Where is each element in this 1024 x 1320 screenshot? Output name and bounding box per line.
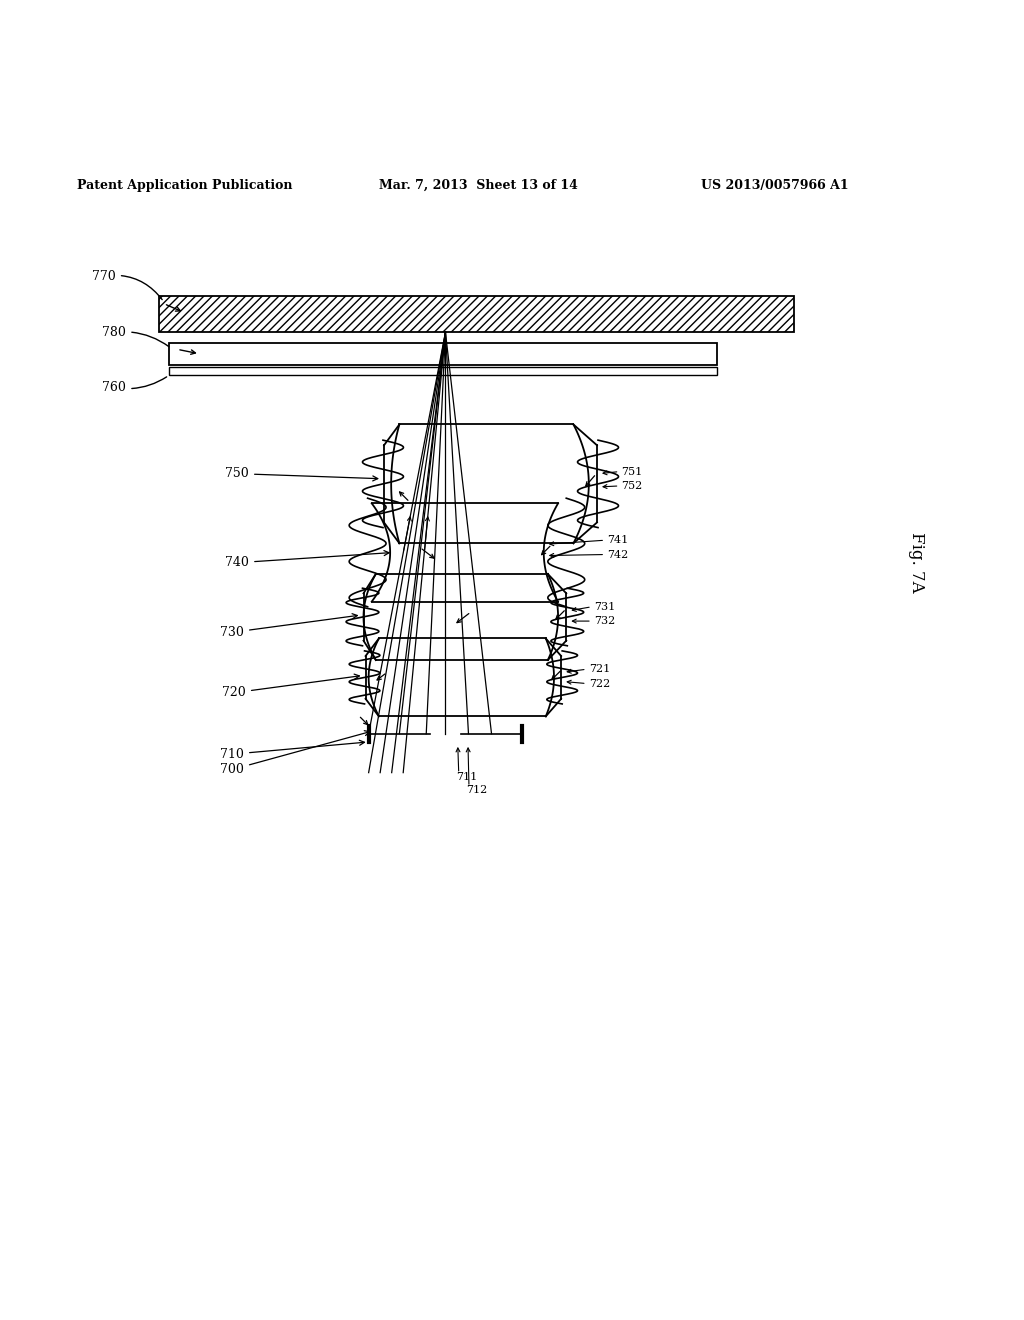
Text: 740: 740 — [225, 550, 389, 569]
Text: 750: 750 — [225, 467, 378, 480]
Text: 741: 741 — [607, 535, 629, 545]
Text: 721: 721 — [589, 664, 610, 675]
Text: 751: 751 — [622, 466, 643, 477]
Bar — [159, 297, 794, 333]
Text: 770: 770 — [92, 269, 162, 300]
Text: 730: 730 — [220, 614, 357, 639]
Text: 731: 731 — [594, 602, 615, 611]
Text: 742: 742 — [607, 549, 629, 560]
Text: Mar. 7, 2013  Sheet 13 of 14: Mar. 7, 2013 Sheet 13 of 14 — [379, 178, 578, 191]
Text: 720: 720 — [222, 675, 359, 700]
Bar — [159, 297, 794, 333]
Text: 712: 712 — [466, 785, 487, 795]
Bar — [169, 367, 717, 375]
Bar — [169, 343, 717, 366]
Text: US 2013/0057966 A1: US 2013/0057966 A1 — [701, 178, 849, 191]
Text: 760: 760 — [102, 378, 167, 395]
Text: Fig. 7A: Fig. 7A — [908, 532, 925, 593]
Text: 711: 711 — [456, 772, 477, 781]
Text: 780: 780 — [102, 326, 169, 347]
Text: 710: 710 — [220, 741, 365, 760]
Text: 722: 722 — [589, 678, 610, 689]
Text: 732: 732 — [594, 616, 615, 626]
Text: Patent Application Publication: Patent Application Publication — [77, 178, 292, 191]
Text: 700: 700 — [220, 731, 370, 776]
Text: 752: 752 — [622, 480, 643, 491]
